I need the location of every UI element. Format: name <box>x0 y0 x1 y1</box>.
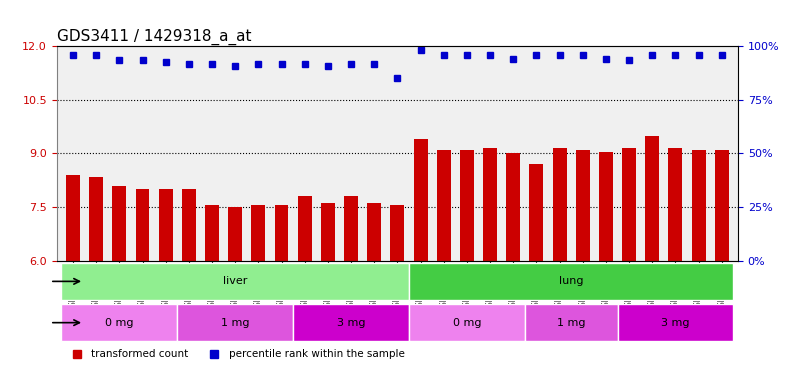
Text: 1 mg: 1 mg <box>221 318 250 328</box>
Legend: transformed count, percentile rank within the sample: transformed count, percentile rank withi… <box>62 345 409 364</box>
Bar <box>530 164 543 261</box>
FancyBboxPatch shape <box>617 304 733 341</box>
Bar <box>135 189 149 261</box>
Bar <box>66 175 80 261</box>
FancyBboxPatch shape <box>178 304 293 341</box>
Bar <box>668 148 682 261</box>
Bar <box>344 196 358 261</box>
Text: 3 mg: 3 mg <box>337 318 365 328</box>
Text: 0 mg: 0 mg <box>453 318 481 328</box>
Text: 1 mg: 1 mg <box>557 318 586 328</box>
Bar <box>367 204 381 261</box>
Bar <box>692 150 706 261</box>
Bar <box>714 150 729 261</box>
Bar <box>159 189 173 261</box>
Bar <box>228 207 242 261</box>
Bar <box>437 150 451 261</box>
Bar <box>483 148 497 261</box>
Bar <box>113 185 127 261</box>
FancyBboxPatch shape <box>62 263 409 300</box>
Bar <box>275 205 289 261</box>
Bar <box>576 150 590 261</box>
FancyBboxPatch shape <box>409 263 733 300</box>
Bar <box>599 152 613 261</box>
Bar <box>251 205 265 261</box>
Bar <box>205 205 219 261</box>
Bar <box>298 196 311 261</box>
FancyBboxPatch shape <box>62 304 178 341</box>
Bar <box>552 148 567 261</box>
Bar <box>89 177 103 261</box>
Bar <box>414 139 427 261</box>
FancyBboxPatch shape <box>409 304 525 341</box>
Bar <box>182 189 195 261</box>
Bar <box>506 154 520 261</box>
FancyBboxPatch shape <box>293 304 409 341</box>
Bar <box>321 204 335 261</box>
FancyBboxPatch shape <box>525 304 617 341</box>
Bar <box>460 150 474 261</box>
Text: GDS3411 / 1429318_a_at: GDS3411 / 1429318_a_at <box>57 28 251 45</box>
Text: 0 mg: 0 mg <box>105 318 134 328</box>
Bar <box>646 136 659 261</box>
Text: lung: lung <box>559 276 583 286</box>
Bar <box>390 205 405 261</box>
Bar <box>622 148 636 261</box>
Text: 3 mg: 3 mg <box>661 318 689 328</box>
Text: liver: liver <box>223 276 247 286</box>
